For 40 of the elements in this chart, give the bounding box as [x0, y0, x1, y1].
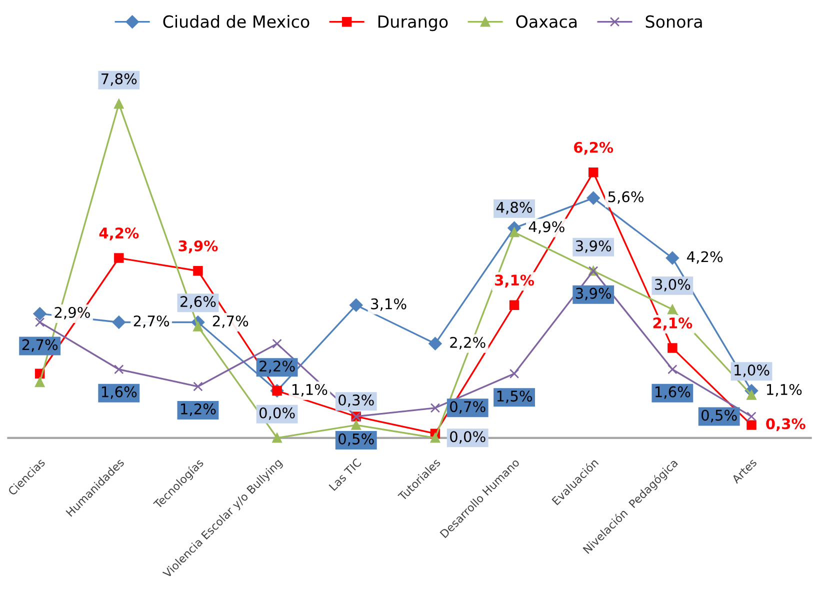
data-label: 0,5% — [702, 410, 737, 422]
data-label: 0,0% — [259, 407, 295, 420]
data-label: 0,3% — [766, 418, 806, 432]
data-label: 6,2% — [574, 142, 614, 155]
data-label: 2,7% — [212, 315, 248, 328]
data-label: 3,0% — [655, 278, 690, 292]
data-label: 4,2% — [687, 251, 723, 264]
data-label: 3,9% — [576, 240, 612, 253]
data-label: 3,9% — [576, 288, 612, 300]
data-label: 2,6% — [180, 296, 216, 309]
data-label: 1,6% — [102, 386, 137, 399]
data-label: 5,6% — [608, 191, 644, 204]
legend-label: Ciudad de Mexico — [163, 15, 310, 28]
data-label: 3,9% — [178, 240, 218, 254]
data-label: 1,6% — [656, 386, 690, 399]
legend-label: Sonora — [646, 15, 702, 28]
data-label: 4,9% — [528, 221, 564, 234]
data-label: 1,1% — [766, 384, 802, 397]
data-label: 2,2% — [260, 360, 295, 374]
data-label: 3,1% — [371, 298, 406, 311]
x-tick-label: Las TIC — [328, 458, 362, 492]
data-label: 1,0% — [734, 364, 770, 378]
data-label: 0,7% — [450, 401, 486, 414]
data-label: 2,2% — [450, 336, 486, 350]
data-label: 2,7% — [134, 315, 170, 328]
data-label: 1,1% — [292, 384, 328, 397]
legend-label: Durango — [378, 16, 448, 32]
data-label: 2,1% — [653, 317, 692, 330]
data-label: 1,2% — [181, 403, 216, 416]
data-label: 0,5% — [338, 433, 374, 446]
data-label: 2,7% — [22, 339, 58, 352]
data-label: 0,0% — [450, 431, 486, 444]
data-label: 2,9% — [54, 306, 90, 320]
data-label: 1,5% — [497, 390, 532, 404]
data-label: 4,2% — [99, 227, 139, 240]
data-label: 4,8% — [496, 202, 532, 214]
legend-label: Oaxaca — [516, 15, 577, 28]
data-label: 0,3% — [338, 394, 374, 408]
data-label: 7,8% — [102, 73, 137, 86]
data-label: 3,1% — [495, 274, 534, 288]
